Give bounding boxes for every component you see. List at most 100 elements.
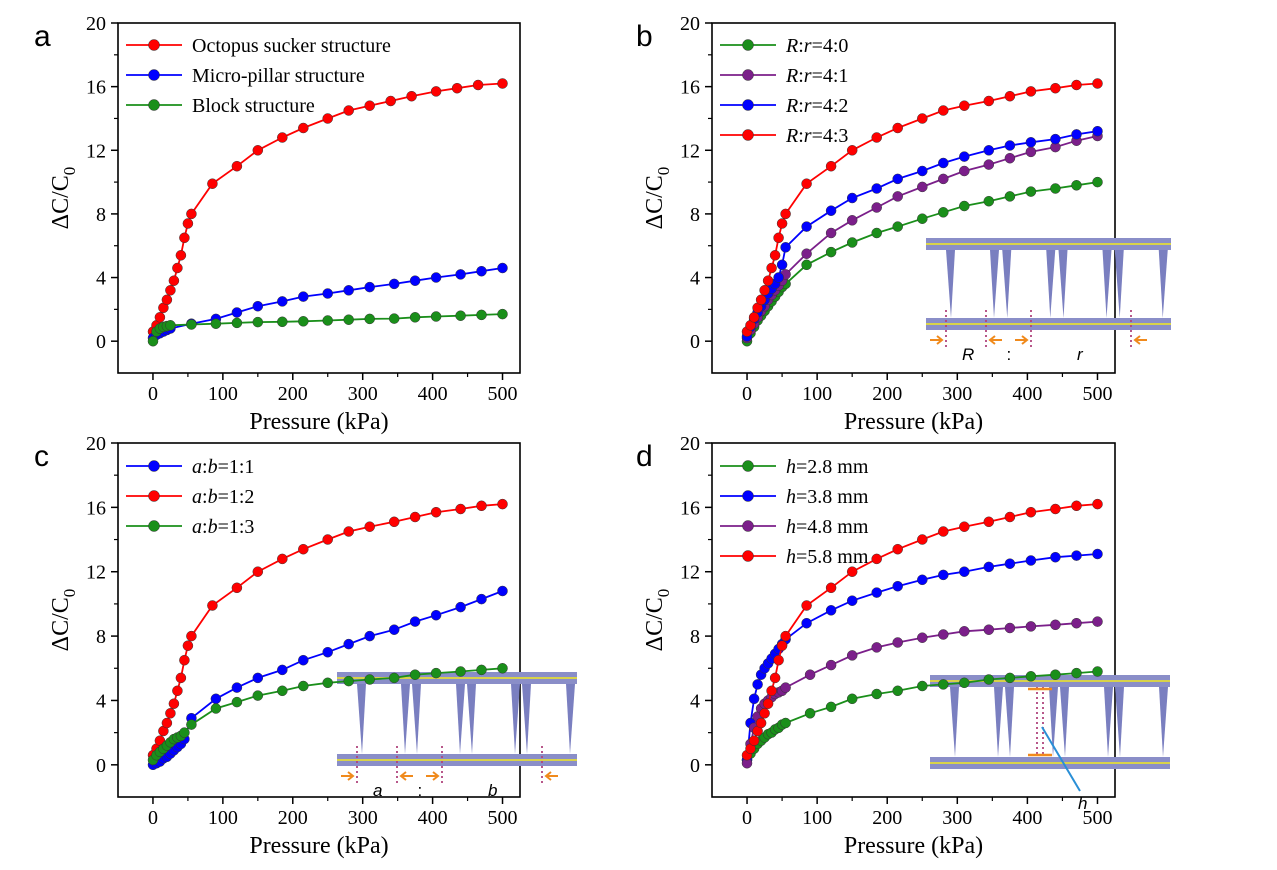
data-point: [455, 269, 466, 280]
dimension-arrow: [544, 771, 558, 781]
data-point: [938, 105, 949, 116]
dimension-separator: :: [1007, 345, 1012, 364]
data-point: [277, 685, 288, 697]
data-point: [762, 275, 774, 286]
pillar-wall: [1046, 250, 1056, 318]
data-point: [298, 316, 309, 327]
y-tick-label: 16: [86, 77, 106, 99]
pillar-wall: [566, 684, 575, 754]
data-point: [938, 207, 949, 218]
legend: h=2.8 mm h=3.8 mm h=4.8 mm h=5.8 mm: [720, 456, 869, 568]
data-point: [1004, 511, 1016, 523]
data-point: [917, 632, 928, 643]
legend: R:r=4:0 R:r=4:1 R:r=4:2 R:r=4:3: [720, 35, 848, 147]
x-tick-label: 300: [942, 807, 972, 829]
height-label: h: [1078, 794, 1087, 813]
data-point: [1071, 129, 1082, 140]
data-point: [846, 192, 858, 204]
data-point: [252, 690, 264, 701]
x-tick-label: 100: [208, 807, 238, 829]
data-point: [298, 654, 309, 666]
data-point: [277, 316, 288, 328]
data-point: [892, 173, 903, 185]
data-point: [1071, 550, 1082, 561]
data-point: [825, 205, 837, 216]
data-point: [959, 677, 970, 689]
data-point: [1025, 137, 1037, 148]
series-d-2: [741, 616, 1103, 769]
data-point: [1050, 669, 1061, 680]
dimension-arrow: [988, 335, 1002, 345]
data-point: [252, 300, 264, 312]
data-point: [825, 659, 837, 671]
data-point: [455, 310, 466, 321]
data-point: [497, 663, 508, 674]
x-tick-label: 500: [1082, 383, 1112, 405]
legend-entry: a:b=1:3: [192, 516, 254, 538]
dimension-label-left: R: [962, 345, 974, 364]
series-c-2: [147, 663, 508, 766]
data-point: [207, 178, 218, 189]
data-point: [277, 132, 288, 143]
x-tick-label: 200: [872, 383, 902, 405]
data-point: [776, 259, 788, 271]
data-point: [1004, 90, 1016, 102]
data-point: [892, 580, 903, 592]
pillar-wall: [946, 250, 955, 318]
dimension-arrow: [399, 771, 413, 781]
data-point: [277, 553, 288, 565]
data-point: [210, 318, 222, 329]
legend-entry: Micro-pillar structure: [192, 65, 365, 87]
data-point: [983, 195, 995, 207]
series-d-3: [741, 498, 1103, 761]
pillar-wall: [1049, 687, 1058, 757]
legend-marker: [148, 520, 160, 532]
data-point: [959, 521, 970, 532]
data-point: [364, 521, 375, 532]
y-tick-label: 12: [86, 140, 106, 162]
data-point: [769, 672, 781, 684]
chart-panel-c: c 0 100 200 300 400 500 0 4 8 12 16 20 Pressure (kPa)…: [34, 433, 577, 859]
data-point: [364, 100, 375, 111]
data-point: [1071, 667, 1082, 679]
data-point: [959, 165, 970, 177]
x-axis-label: Pressure (kPa): [844, 409, 983, 435]
data-point: [455, 503, 466, 515]
data-point: [892, 543, 903, 555]
x-tick-label: 500: [488, 383, 518, 405]
data-point: [430, 506, 442, 518]
data-point: [1092, 616, 1103, 627]
pillar-wall: [1104, 687, 1113, 757]
y-tick-label: 20: [680, 433, 700, 455]
data-point: [748, 312, 760, 323]
y-tick-label: 4: [96, 690, 106, 712]
data-point: [147, 335, 159, 347]
data-point: [748, 735, 760, 746]
data-point: [364, 281, 375, 293]
pillar-wall: [1158, 250, 1168, 318]
x-tick-label: 500: [1082, 807, 1112, 829]
chart-panel-d: d 0 100 200 300 400 500 0 4 8 12 16 20 Pressure (kPa)…: [636, 433, 1170, 859]
data-point: [231, 317, 243, 329]
data-point: [1050, 551, 1061, 563]
data-point: [917, 181, 928, 193]
data-point: [409, 275, 421, 286]
data-point: [983, 516, 995, 528]
dimension-arrow: [1015, 335, 1029, 345]
y-axis-label-sub: 0: [60, 589, 79, 598]
x-axis-label: Pressure (kPa): [249, 409, 388, 435]
data-point: [207, 600, 218, 611]
legend-marker: [742, 39, 754, 51]
data-point: [917, 165, 928, 177]
data-point: [846, 693, 858, 705]
data-point: [343, 105, 354, 116]
data-point: [388, 624, 400, 635]
data-point: [179, 654, 190, 666]
data-point: [766, 685, 777, 697]
data-point: [846, 215, 858, 226]
data-point: [172, 685, 183, 697]
data-point: [231, 582, 243, 594]
y-axis-label-main: ΔC/C: [48, 597, 74, 651]
data-point: [1050, 503, 1061, 515]
series-line: [746, 130, 1098, 337]
